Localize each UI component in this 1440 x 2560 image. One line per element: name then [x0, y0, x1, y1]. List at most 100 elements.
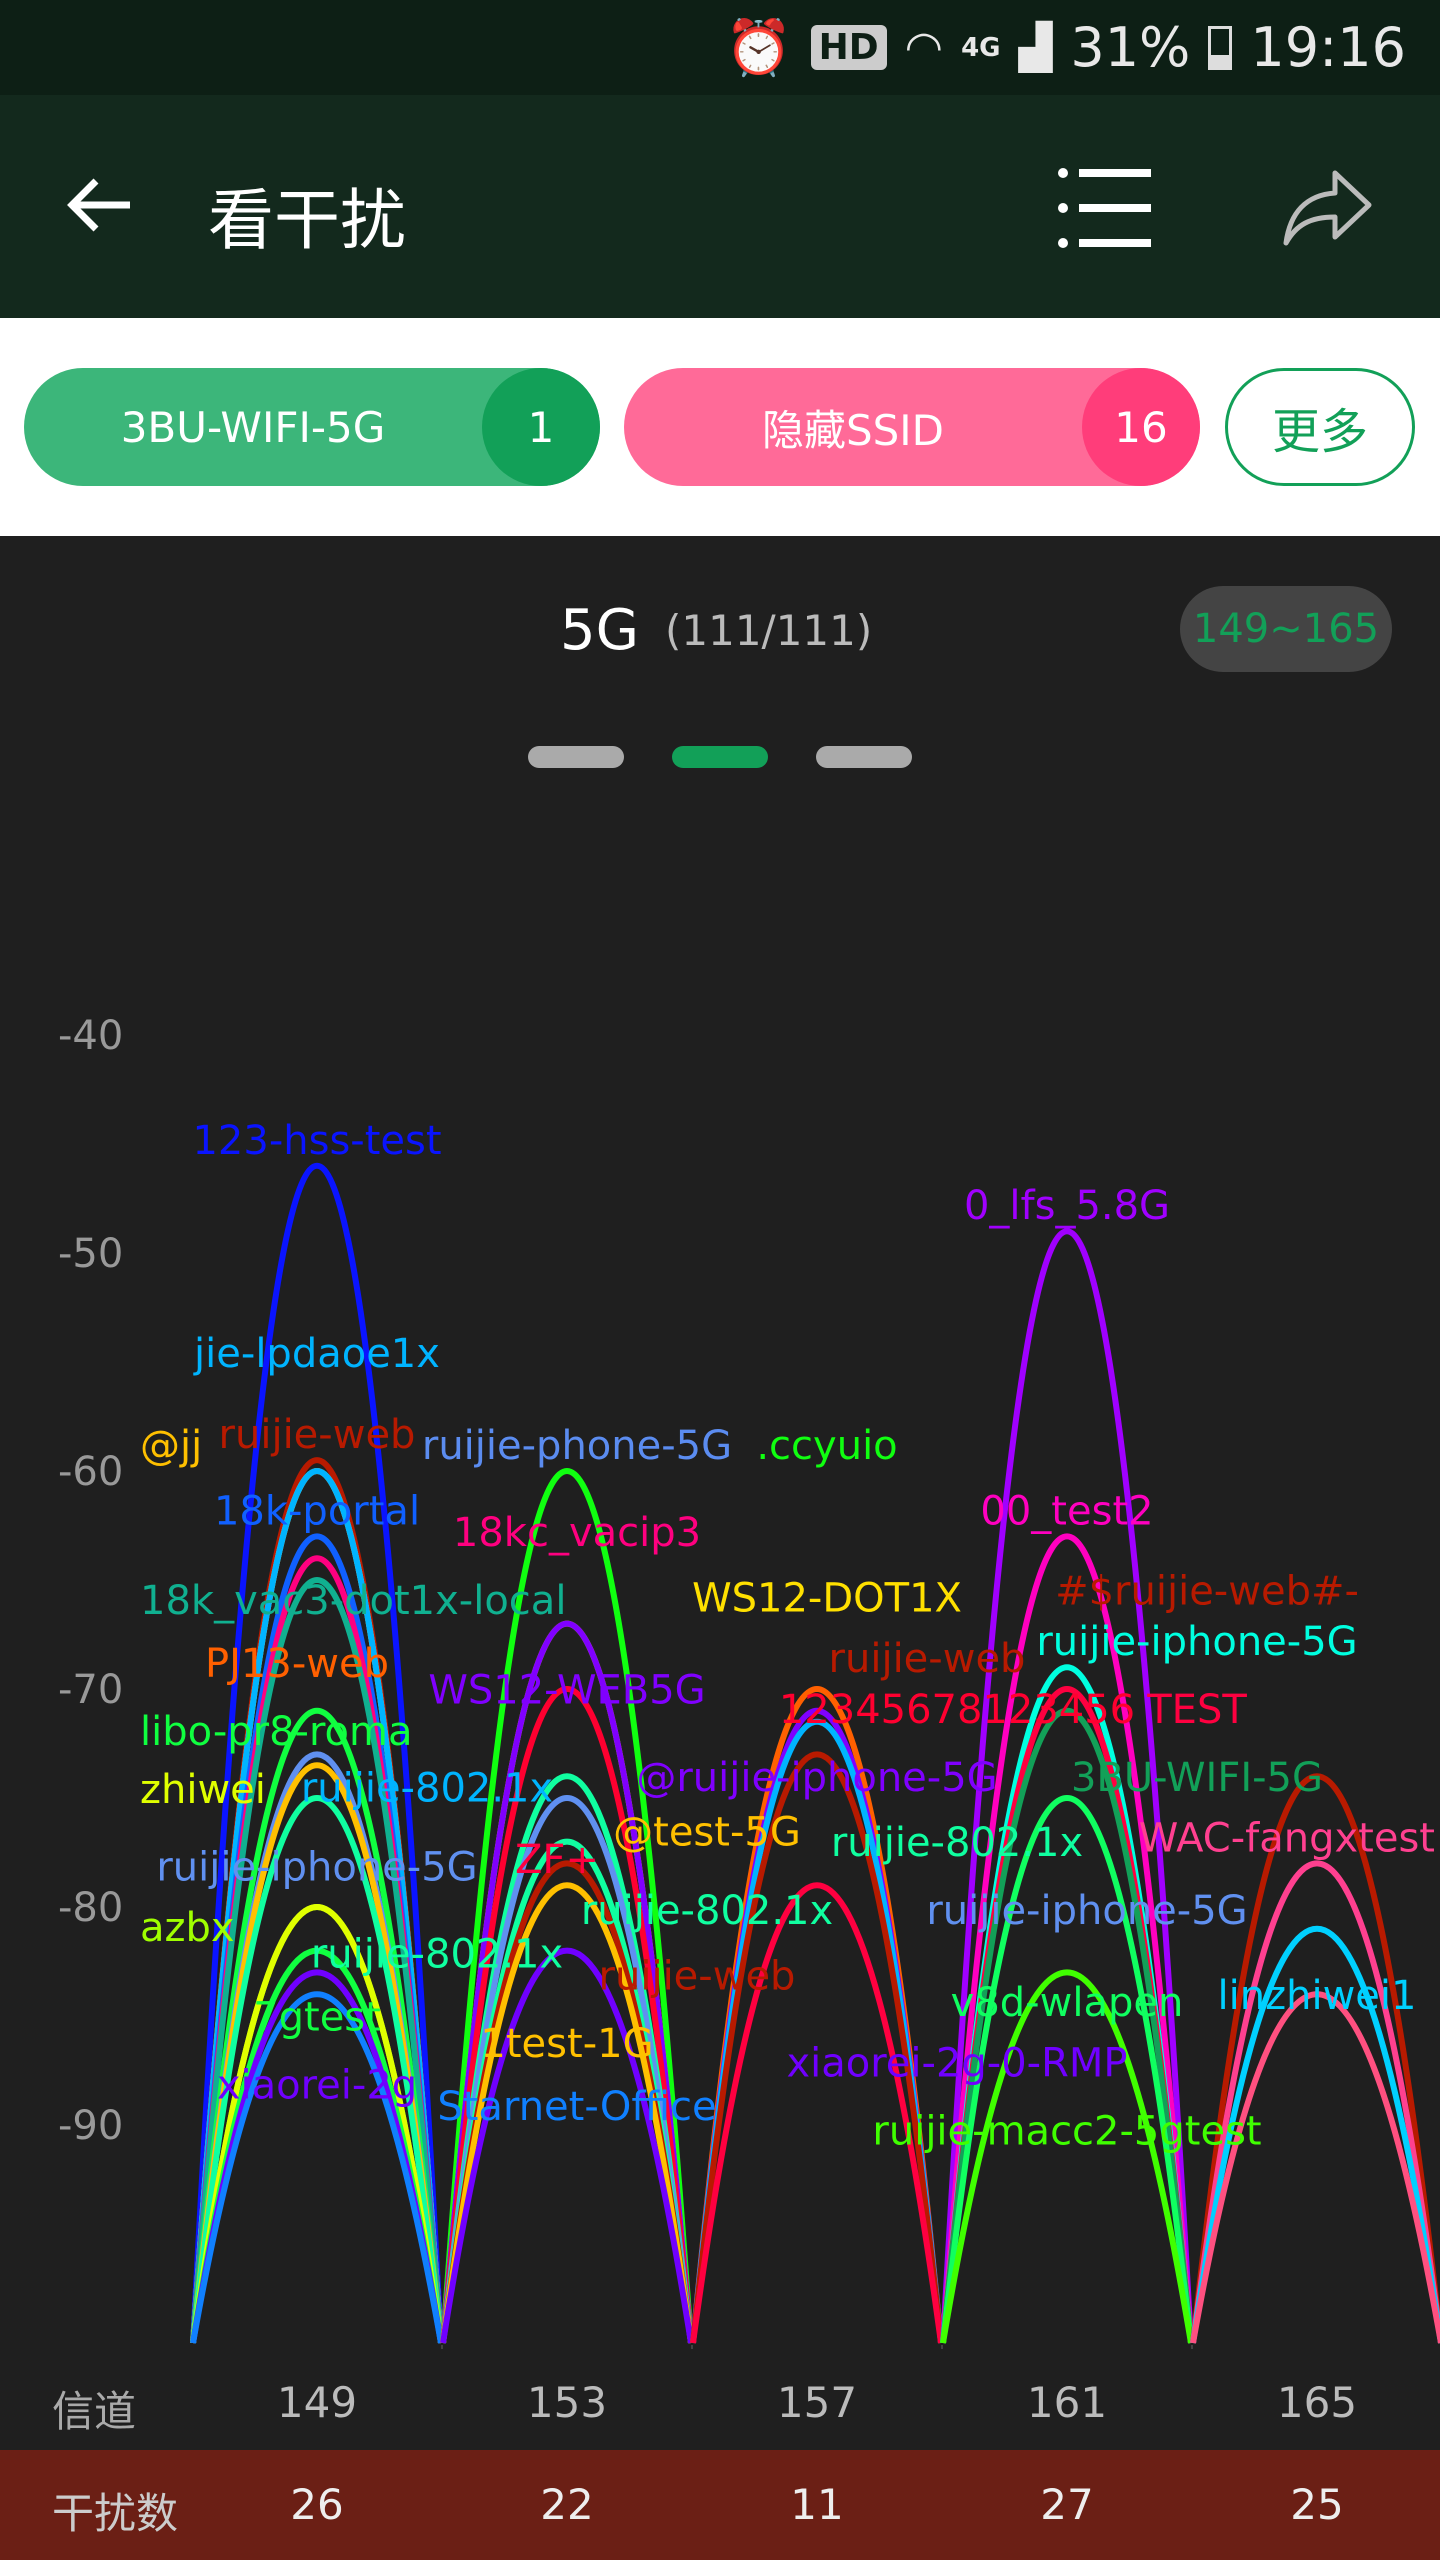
network-label: TEST [1146, 1687, 1247, 1733]
y-tick-label: -90 [58, 2103, 123, 2149]
interference-count: 22 [540, 2480, 594, 2529]
network-arc [940, 1795, 1194, 2344]
network-arc [190, 1468, 444, 2344]
hidden-ssid-chip[interactable]: 隐藏SSID 16 [624, 368, 1200, 486]
network-arc [690, 1751, 944, 2344]
list-menu-icon[interactable] [1055, 163, 1155, 253]
network-label: WS12-WEB5G [428, 1668, 705, 1714]
alarm-icon: ⏰ [725, 15, 793, 79]
network-label: 7gtest [253, 1995, 381, 2041]
network-label: ruijie-macc2-5gtest [872, 2108, 1261, 2154]
network-arc [1190, 1773, 1440, 2344]
network-label: 123-hss-test [192, 1118, 441, 1164]
network-label: PJ13-web [205, 1641, 389, 1687]
page-dot[interactable] [528, 746, 624, 768]
network-arc [1190, 1926, 1440, 2344]
more-button[interactable]: 更多 [1225, 368, 1415, 486]
network-label: 18k-portal [214, 1488, 420, 1534]
y-tick-label: -70 [58, 1667, 123, 1713]
network-arc [440, 1620, 694, 2344]
wifi-icon: ◠ [904, 22, 944, 73]
network-label: @jj [140, 1423, 202, 1469]
network-arc [440, 1882, 694, 2344]
network-arc [190, 1795, 444, 2344]
network-label: linzhiwei1 [1218, 1973, 1417, 2019]
interference-count: 11 [790, 2480, 844, 2529]
network-label: ruijie-web [219, 1412, 416, 1458]
network-arc [190, 1991, 444, 2344]
y-tick-label: -60 [58, 1449, 123, 1495]
network-arc [440, 1468, 694, 2344]
arc-layer [190, 1163, 1440, 2350]
y-tick-label: -50 [58, 1231, 123, 1277]
network-label: 18kc_vacip3 [453, 1510, 701, 1556]
back-arrow-icon[interactable] [60, 165, 140, 245]
chip-count: 16 [1082, 368, 1200, 486]
network-label: #$ruijie-web#- [1055, 1568, 1359, 1614]
ssid-filter-chip[interactable]: 3BU-WIFI-5G 1 [24, 368, 600, 486]
network-label: ruijie-802.1x [301, 1766, 553, 1812]
network-label: azbx [140, 1905, 235, 1951]
network-label: ruijie-web [829, 1636, 1026, 1682]
network-label: ruijie-802.1x [311, 1932, 563, 1978]
network-label: ruijie-iphone-5G [156, 1844, 477, 1890]
interference-count: 25 [1290, 2480, 1344, 2529]
network-arc [690, 1882, 944, 2344]
filter-bar: 3BU-WIFI-5G 1 隐藏SSID 16 更多 [0, 318, 1440, 536]
network-arc [940, 1969, 1194, 2344]
network-label: ruijie-802.1x [581, 1888, 833, 1934]
network-label: ruijie-iphone-5G [1036, 1619, 1357, 1665]
network-label: xiaorei-2g [217, 2062, 417, 2108]
network-label: 18k_vac3-dot1x-local [140, 1578, 566, 1624]
interference-row: 干扰数 26 22 11 27 25 [0, 2450, 1440, 2560]
network-label: zhiwei [140, 1767, 266, 1813]
channel-tick-label: 149 [276, 2378, 358, 2427]
status-bar: ⏰ HD ◠ 4G ▟ 31% 19:16 [0, 0, 1440, 95]
page-dot-active[interactable] [672, 746, 768, 768]
y-tick-label: -40 [58, 1013, 123, 1059]
network-arc [440, 1947, 694, 2344]
channel-tick-label: 165 [1276, 2378, 1358, 2427]
band-title: 5G [560, 598, 640, 663]
network-arc [1190, 1860, 1440, 2344]
network-label: @ruijie-iphone-5G [636, 1755, 997, 1801]
chip-label: 3BU-WIFI-5G [120, 402, 386, 452]
channel-range-button[interactable]: 149~165 [1180, 586, 1392, 672]
network-label: ruijie-web [599, 1953, 796, 1999]
network-label: xiaorei-2g-0-RMP [786, 2041, 1127, 2087]
channel-axis: 信道 149 153 157 161 165 [0, 2350, 1440, 2450]
network-type: 4G [961, 32, 1001, 63]
network-arc [190, 1708, 444, 2344]
share-icon[interactable] [1280, 165, 1375, 250]
network-label: WS12-DOT1X [692, 1576, 962, 1622]
network-arc [940, 1708, 1194, 2344]
network-label: ruijie-802.1x [831, 1820, 1083, 1866]
network-arc [440, 1795, 694, 2344]
page-title: 看干扰 [208, 182, 406, 259]
network-arc [190, 1163, 444, 2344]
interference-count: 27 [1040, 2480, 1094, 2529]
signal-icon: ▟ [1018, 22, 1053, 73]
network-label: 00_test2 [980, 1488, 1153, 1534]
network-label: libo-pr8-roma [140, 1709, 413, 1755]
chip-count: 1 [482, 368, 600, 486]
chip-label: 隐藏SSID [761, 405, 945, 455]
network-label: ruijie-iphone-5G [926, 1888, 1247, 1934]
network-label: ruijie-phone-5G [422, 1423, 732, 1469]
hd-badge: HD [810, 25, 887, 70]
network-label: WAC-fangxtest [1139, 1815, 1435, 1861]
network-arc [1190, 1991, 1440, 2344]
network-label: 1test-1G [480, 2021, 653, 2067]
network-label: .ccyuio [756, 1423, 897, 1469]
network-label: Starnet-Office [437, 2084, 716, 2130]
network-arc [940, 1228, 1194, 2344]
channel-tick-label: 161 [1026, 2378, 1108, 2427]
toolbar: 看干扰 [0, 95, 1440, 318]
page-dot[interactable] [816, 746, 912, 768]
channel-chart: -40 -50 -60 -70 -80 -90 123-hss-test 0_lfs_5.8G… [58, 1013, 1440, 2350]
network-arc [190, 1904, 444, 2344]
network-label: jie-lpdaoe1x [193, 1331, 440, 1377]
clock: 19:16 [1250, 16, 1406, 79]
network-arc [190, 1577, 444, 2344]
network-label: ZF+ [515, 1837, 599, 1883]
